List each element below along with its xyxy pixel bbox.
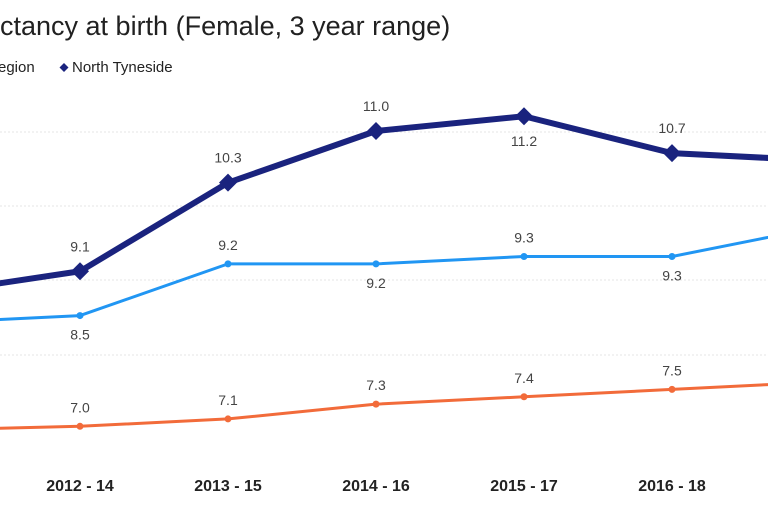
data-label-england-2012-14: 7.0 bbox=[70, 399, 90, 415]
legend-label-region: egion bbox=[0, 59, 35, 76]
point-north-tyneside-2015-17[interactable] bbox=[515, 107, 533, 126]
data-label-england-2014-16: 7.3 bbox=[366, 377, 386, 393]
point-north-tyneside-2012-14[interactable] bbox=[71, 262, 89, 281]
x-tick-label-2012-14: 2012 - 14 bbox=[46, 478, 114, 495]
point-region-2015-17[interactable] bbox=[520, 253, 528, 261]
legend-marker-north-tyneside bbox=[59, 63, 69, 72]
x-tick-label-2013-15: 2013 - 15 bbox=[194, 478, 262, 495]
data-label-england-2013-15: 7.1 bbox=[218, 392, 238, 408]
x-axis-tick-labels: 2012 - 14 2013 - 15 2014 - 16 2015 - 17 2016… bbox=[46, 478, 706, 495]
data-label-region-2013-15: 9.2 bbox=[218, 237, 238, 253]
point-north-tyneside-2016-18[interactable] bbox=[663, 144, 681, 163]
data-label-region-2015-17: 9.3 bbox=[514, 230, 534, 246]
x-tick-label-2015-17: 2015 - 17 bbox=[490, 478, 558, 495]
data-label-north-tyneside-2012-14: 9.1 bbox=[70, 238, 90, 254]
point-england-2015-17[interactable] bbox=[520, 393, 528, 401]
legend-label-north-tyneside: North Tyneside bbox=[72, 59, 173, 76]
data-label-england-2015-17: 7.4 bbox=[514, 370, 534, 386]
point-region-2013-15[interactable] bbox=[224, 260, 232, 268]
point-england-2013-15[interactable] bbox=[224, 415, 232, 423]
series-line-north-tyneside bbox=[0, 113, 768, 287]
data-labels: 7.0 7.1 7.3 7.4 7.5 8.5 9.2 9.2 9.3 9.3 9.1 10.3 11.… bbox=[70, 98, 686, 415]
data-label-region-2016-18: 9.3 bbox=[662, 268, 682, 284]
point-england-2012-14[interactable] bbox=[76, 422, 84, 430]
point-north-tyneside-2014-16[interactable] bbox=[367, 122, 385, 140]
chart-legend: egion North Tyneside bbox=[0, 59, 173, 76]
point-region-2012-14[interactable] bbox=[76, 312, 84, 320]
data-label-region-2014-16: 9.2 bbox=[366, 275, 386, 291]
series-markers bbox=[71, 107, 681, 430]
x-tick-label-2016-18: 2016 - 18 bbox=[638, 478, 706, 495]
data-label-north-tyneside-2015-17: 11.2 bbox=[511, 133, 537, 149]
point-england-2016-18[interactable] bbox=[668, 385, 676, 393]
point-north-tyneside-2013-15[interactable] bbox=[219, 173, 237, 192]
point-region-2014-16[interactable] bbox=[372, 260, 380, 268]
grid-lines bbox=[0, 131, 768, 356]
chart-title: ctancy at birth (Female, 3 year range) bbox=[0, 11, 450, 41]
data-label-north-tyneside-2016-18: 10.7 bbox=[658, 120, 685, 136]
x-tick-label-2014-16: 2014 - 16 bbox=[342, 478, 410, 495]
point-england-2014-16[interactable] bbox=[372, 400, 380, 408]
data-label-north-tyneside-2014-16: 11.0 bbox=[363, 98, 389, 114]
data-label-england-2016-18: 7.5 bbox=[662, 362, 682, 378]
data-label-region-2012-14: 8.5 bbox=[70, 327, 90, 343]
data-label-north-tyneside-2013-15: 10.3 bbox=[214, 150, 241, 166]
point-region-2016-18[interactable] bbox=[668, 253, 676, 261]
